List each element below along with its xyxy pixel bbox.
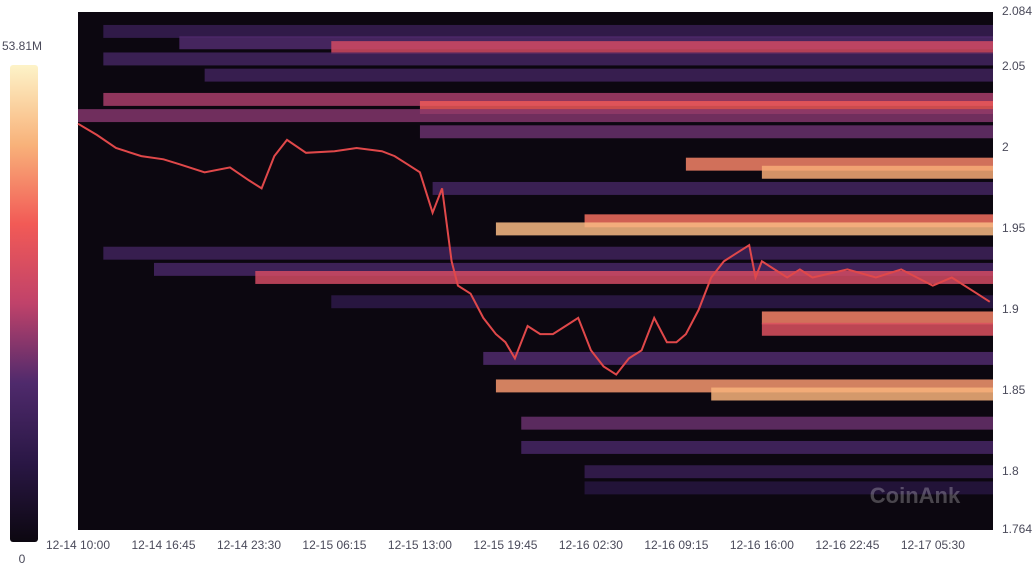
liquidation-band xyxy=(78,109,993,123)
liquidation-band xyxy=(331,295,993,309)
liquidation-band xyxy=(419,125,993,139)
liquidation-band xyxy=(711,387,993,401)
liquidation-band xyxy=(103,24,993,38)
x-tick-label: 12-14 23:30 xyxy=(217,538,281,552)
y-tick-label: 2.05 xyxy=(1002,59,1026,73)
liquidation-band xyxy=(432,181,994,195)
liquidation-band xyxy=(204,68,993,82)
y-tick-label: 1.9 xyxy=(1002,302,1019,316)
x-tick-label: 12-16 02:30 xyxy=(559,538,623,552)
x-tick-label: 12-16 22:45 xyxy=(815,538,879,552)
liquidation-band xyxy=(521,416,993,430)
liquidation-band xyxy=(495,222,993,236)
y-tick-label: 1.95 xyxy=(1002,221,1026,235)
y-tick-label: 1.8 xyxy=(1002,464,1019,478)
x-tick-label: 12-16 09:15 xyxy=(644,538,708,552)
x-tick-label: 12-15 19:45 xyxy=(473,538,537,552)
watermark: CoinAnk xyxy=(870,483,961,508)
liquidation-band xyxy=(103,246,993,260)
liquidation-band xyxy=(521,440,993,454)
colorbar xyxy=(10,65,38,542)
x-tick-label: 12-17 05:30 xyxy=(901,538,965,552)
liquidation-band xyxy=(584,481,993,495)
liquidation-band xyxy=(761,311,993,325)
liquidation-band xyxy=(584,465,993,479)
x-tick-label: 12-15 06:15 xyxy=(302,538,366,552)
liquidation-band xyxy=(483,351,993,365)
price-line xyxy=(77,122,991,376)
liquidation-band xyxy=(761,165,993,179)
x-tick-label: 12-14 10:00 xyxy=(46,538,110,552)
y-tick-label: 2.084 xyxy=(1002,4,1032,18)
y-tick-label: 2 xyxy=(1002,140,1009,154)
colorbar-label: 0 xyxy=(19,552,26,566)
liquidation-band xyxy=(331,41,993,55)
x-tick-label: 12-16 16:00 xyxy=(730,538,794,552)
x-tick-label: 12-15 13:00 xyxy=(388,538,452,552)
liquidation-band xyxy=(255,271,994,284)
liquidation-band xyxy=(103,52,993,66)
y-tick-label: 1.764 xyxy=(1002,522,1032,536)
x-tick-label: 12-14 16:45 xyxy=(131,538,195,552)
colorbar-label: 53.81M xyxy=(2,39,42,53)
liquidation-band xyxy=(761,322,993,336)
y-tick-label: 1.85 xyxy=(1002,383,1026,397)
